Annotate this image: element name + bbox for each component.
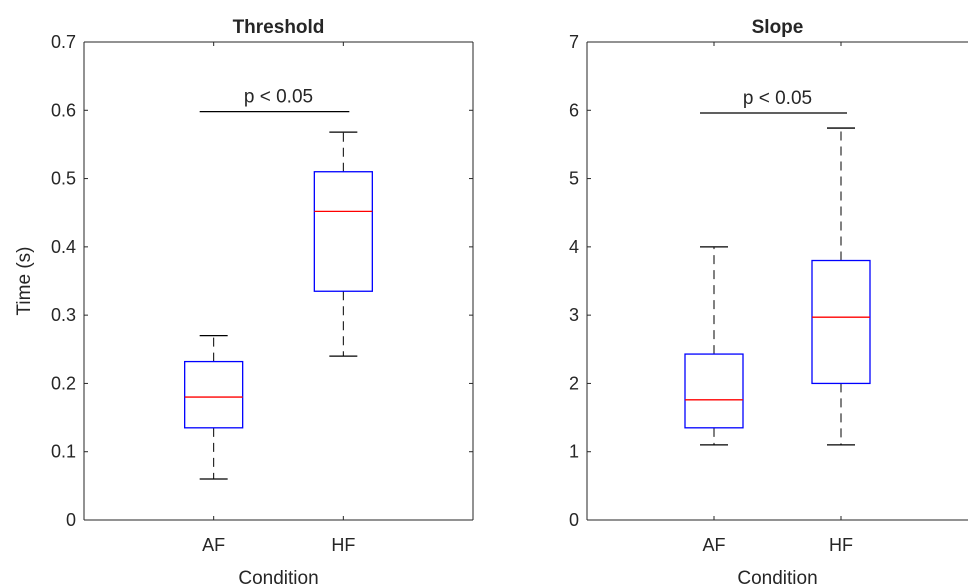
y-tick-label: 0.2 — [51, 373, 76, 393]
y-tick-label: 0 — [569, 510, 579, 530]
chart-title: Slope — [752, 17, 804, 38]
x-tick-label: HF — [331, 535, 355, 555]
y-tick-label: 0.3 — [51, 305, 76, 325]
box-af — [684, 353, 744, 429]
x-tick-label: AF — [202, 535, 225, 555]
y-tick-label: 0.5 — [51, 169, 76, 189]
box-af — [184, 360, 244, 429]
y-tick-label: 5 — [569, 169, 579, 189]
y-tick-label: 0.1 — [51, 442, 76, 462]
y-tick-label: 2 — [569, 373, 579, 393]
significance-label: p < 0.05 — [244, 87, 313, 108]
y-tick-label: 0 — [66, 510, 76, 530]
y-tick-label: 0.6 — [51, 100, 76, 120]
y-tick-label: 0.4 — [51, 237, 76, 257]
x-axis-label: Condition — [737, 568, 817, 588]
y-tick-label: 4 — [569, 237, 579, 257]
y-tick-label: 0.7 — [51, 32, 76, 52]
box-hf — [811, 259, 871, 385]
y-tick-label: 3 — [569, 305, 579, 325]
x-tick-label: HF — [829, 535, 853, 555]
chart-title: Threshold — [233, 17, 325, 38]
slope-panel: 0 1 2 3 4 5 6 7 AF HF Slope Condition p < 0.05 — [569, 17, 968, 588]
x-axis-label: Condition — [238, 568, 318, 588]
box-hf — [313, 171, 373, 292]
y-tick-label: 6 — [569, 100, 579, 120]
y-tick-label: 7 — [569, 32, 579, 52]
significance-label: p < 0.05 — [743, 88, 812, 109]
y-axis-label: Time (s) — [14, 247, 35, 316]
y-tick-label: 1 — [569, 442, 579, 462]
threshold-panel: 0 0.1 0.2 0.3 0.4 0.5 0.6 0.7 AF HF Threshold Condi… — [14, 17, 474, 588]
x-tick-label: AF — [702, 535, 725, 555]
